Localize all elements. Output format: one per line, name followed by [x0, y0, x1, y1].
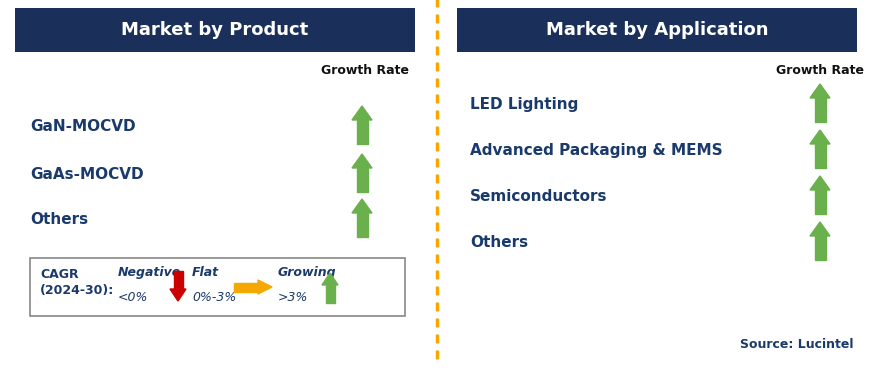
Polygon shape — [357, 213, 367, 237]
Polygon shape — [170, 289, 186, 301]
FancyBboxPatch shape — [30, 258, 405, 316]
Text: GaAs-MOCVD: GaAs-MOCVD — [30, 166, 143, 181]
Polygon shape — [815, 236, 826, 260]
Text: Others: Others — [30, 212, 88, 227]
Polygon shape — [174, 271, 183, 289]
Polygon shape — [815, 190, 826, 214]
Text: Growth Rate: Growth Rate — [321, 64, 409, 77]
Text: Advanced Packaging & MEMS: Advanced Packaging & MEMS — [470, 142, 723, 157]
Text: Semiconductors: Semiconductors — [470, 188, 607, 203]
Text: Market by Product: Market by Product — [121, 21, 309, 39]
Polygon shape — [234, 282, 258, 291]
Polygon shape — [810, 176, 830, 190]
Text: LED Lighting: LED Lighting — [470, 96, 579, 111]
Text: Source: Lucintel: Source: Lucintel — [739, 337, 853, 350]
Polygon shape — [357, 168, 367, 192]
Text: Negative: Negative — [118, 266, 181, 279]
Polygon shape — [352, 106, 372, 120]
Text: Growing: Growing — [278, 266, 336, 279]
Text: Others: Others — [470, 234, 528, 249]
Text: >3%: >3% — [278, 291, 309, 304]
Polygon shape — [810, 84, 830, 98]
Polygon shape — [352, 199, 372, 213]
Text: Market by Application: Market by Application — [545, 21, 768, 39]
Polygon shape — [357, 120, 367, 144]
Text: (2024-30):: (2024-30): — [40, 284, 114, 297]
FancyBboxPatch shape — [15, 8, 415, 52]
Text: 0%-3%: 0%-3% — [192, 291, 236, 304]
Polygon shape — [810, 222, 830, 236]
Text: <0%: <0% — [118, 291, 149, 304]
Polygon shape — [258, 280, 272, 294]
Polygon shape — [815, 144, 826, 168]
Text: GaN-MOCVD: GaN-MOCVD — [30, 119, 135, 134]
Polygon shape — [352, 154, 372, 168]
Polygon shape — [810, 130, 830, 144]
Text: CAGR: CAGR — [40, 268, 79, 281]
Polygon shape — [815, 98, 826, 122]
Polygon shape — [322, 273, 338, 285]
FancyBboxPatch shape — [457, 8, 857, 52]
Text: Flat: Flat — [192, 266, 219, 279]
Text: Growth Rate: Growth Rate — [776, 64, 864, 77]
Polygon shape — [325, 285, 335, 303]
